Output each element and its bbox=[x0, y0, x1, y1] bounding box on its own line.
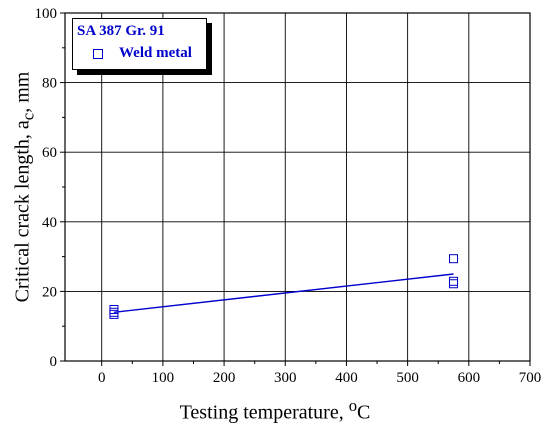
y-axis-label-main: Critical crack length, bbox=[11, 134, 34, 303]
y-axis-label-var: a bbox=[11, 120, 34, 130]
data-point bbox=[109, 309, 119, 319]
x-tick-label: 600 bbox=[458, 370, 481, 386]
legend-title: SA 387 Gr. 91 bbox=[77, 23, 165, 39]
y-axis-label-sub: c bbox=[18, 112, 38, 121]
x-axis-label-sup: o bbox=[348, 396, 358, 415]
y-tick-label: 20 bbox=[42, 284, 57, 300]
data-points bbox=[109, 254, 459, 319]
x-tick-label: 700 bbox=[519, 370, 542, 386]
x-tick-label: 400 bbox=[335, 370, 358, 386]
x-tick-label: 200 bbox=[213, 370, 236, 386]
x-tick-label: 100 bbox=[152, 370, 175, 386]
data-point bbox=[449, 279, 459, 289]
x-tick-label: 300 bbox=[274, 370, 297, 386]
fit-line bbox=[113, 273, 454, 313]
x-axis-label: Testing temperature, oC bbox=[0, 396, 550, 425]
legend-label: Weld metal bbox=[119, 45, 192, 61]
data-point bbox=[449, 254, 459, 264]
x-tick-label: 500 bbox=[396, 370, 419, 386]
y-axis-label-unit: , mm bbox=[11, 71, 34, 113]
y-tick-label: 80 bbox=[42, 76, 57, 92]
legend: SA 387 Gr. 91 Weld metal bbox=[72, 18, 207, 70]
legend-marker-icon bbox=[93, 49, 103, 59]
x-tick-label: 0 bbox=[98, 370, 106, 386]
y-tick-label: 60 bbox=[42, 145, 57, 161]
y-tick-label: 100 bbox=[35, 6, 58, 22]
fit-line-layer bbox=[113, 273, 454, 313]
x-axis-label-unit: C bbox=[357, 401, 371, 424]
y-tick-label: 40 bbox=[42, 215, 57, 231]
axis-ticks: 0 100 200 300 400 500 600 700 0 20 40 60 80 100 bbox=[35, 6, 542, 386]
x-axis-label-main: Testing temperature, bbox=[179, 401, 344, 424]
data-point bbox=[449, 276, 459, 286]
y-tick-label: 0 bbox=[50, 354, 58, 370]
y-axis-label: Critical crack length, ac, mm bbox=[12, 72, 39, 303]
